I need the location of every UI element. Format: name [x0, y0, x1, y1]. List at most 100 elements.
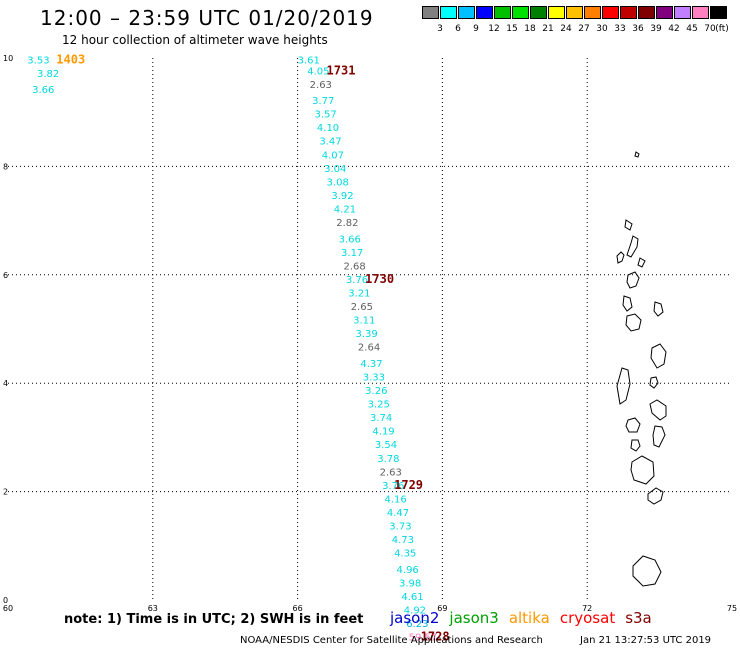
colorbar-label: 33: [614, 24, 626, 34]
colorbar-swatch: [584, 6, 601, 19]
wave-height-value: 3.76: [346, 275, 368, 286]
units-note: note: 1) Time is in UTC; 2) SWH is in fe…: [64, 612, 364, 627]
colorbar-label: 12: [488, 24, 500, 34]
island-outline: [630, 439, 641, 452]
wave-height-value: 4.92: [404, 606, 426, 617]
wave-height-value: 3.25: [368, 400, 390, 411]
pass-time-labels: 1403 1731 1730 1729 1728: [56, 52, 449, 643]
island-outline: [634, 151, 640, 158]
latitude-tick-label: 8: [3, 162, 8, 171]
wave-height-value: 6.23: [406, 619, 428, 630]
island-outline: [616, 367, 631, 405]
latitude-tick-label: 4: [3, 379, 8, 388]
colorbar-label: 9: [473, 24, 479, 34]
wave-height-value: 3.53: [27, 55, 49, 66]
colorbar-label: 42: [668, 24, 680, 34]
island-outline: [652, 425, 666, 448]
wave-height-value: 4.16: [384, 494, 406, 505]
colorbar-swatch: [458, 6, 475, 19]
wave-height-value: 3.54: [375, 440, 397, 451]
colorbar-label: 15: [506, 24, 518, 34]
legend-entry-jason3: jason3: [449, 609, 499, 627]
wave-height-value: 4.05: [307, 66, 329, 77]
pass-time-label: 1729: [394, 478, 423, 492]
colorbar-label: 3: [437, 24, 443, 34]
wave-height-value: 2.68: [343, 261, 365, 272]
latitude-tick-label: 0: [3, 596, 8, 605]
wave-height-value: 3.17: [341, 248, 363, 259]
wave-height-value: 4.96: [397, 565, 419, 576]
wave-height-value: 3.73: [389, 522, 411, 533]
latitude-tick-label: 2: [3, 488, 8, 497]
colorbar-label: 21: [542, 24, 554, 34]
wave-height-value: 3.76: [382, 481, 404, 492]
colorbar-swatch: [566, 6, 583, 19]
island-outline: [649, 376, 659, 389]
wave-height-value: 3.33: [363, 372, 385, 383]
colorbar-swatch: [692, 6, 709, 19]
wave-height-value: 2.63: [310, 80, 332, 91]
wave-height-value: 4.61: [401, 592, 423, 603]
longitude-tick-label: 60: [3, 604, 13, 613]
longitude-tick-label: 72: [582, 604, 592, 613]
wave-height-value: 2.63: [380, 467, 402, 478]
map-title: 12:00 – 23:59 UTC 01/20/2019: [40, 6, 374, 30]
wave-height-value: 3.61: [298, 55, 320, 66]
wave-height-value: 3.82: [37, 69, 59, 80]
island-outline: [626, 235, 639, 258]
wave-height-value: 3.74: [370, 413, 392, 424]
island-outlines: [616, 151, 667, 587]
pass-time-label: 1730: [365, 272, 394, 286]
colorbar-swatch: [512, 6, 529, 19]
legend-entry-s3a: s3a: [625, 609, 652, 627]
wave-height-value: 3.66: [339, 234, 361, 245]
colorbar-swatch: [422, 6, 439, 19]
wave-height-value: 59.57: [409, 633, 438, 644]
wave-height-value: 2.65: [351, 302, 373, 313]
wave-height-value: 3.26: [365, 386, 387, 397]
wave-height-value: 4.07: [322, 150, 344, 161]
colorbar-label: 27: [578, 24, 590, 34]
wave-height-value: 4.10: [317, 123, 339, 134]
wave-height-value: 4.47: [387, 508, 409, 519]
wave-height-value: 3.47: [319, 137, 341, 148]
island-outline: [630, 455, 655, 485]
wave-height-value: 3.77: [312, 96, 334, 107]
wave-height-value: 2.82: [336, 218, 358, 229]
colorbar-swatch: [638, 6, 655, 19]
island-outline: [624, 219, 633, 231]
colorbar-swatch: [710, 6, 727, 19]
footer-timestamp: Jan 21 13:27:53 UTC 2019: [580, 635, 712, 646]
legend-entry-cryosat: cryosat: [559, 609, 616, 627]
island-outline: [626, 271, 640, 289]
longitude-tick-label: 66: [293, 604, 303, 613]
wave-height-value: 3.66: [32, 85, 54, 96]
latitude-tick-label: 10: [3, 54, 13, 63]
footer-credit: NOAA/NESDIS Center for Satellite Applica…: [240, 635, 543, 646]
latitude-tick-label: 6: [3, 271, 8, 280]
colorbar-swatch: [620, 6, 637, 19]
wave-height-value: 4.73: [392, 535, 414, 546]
longitude-tick-label: 75: [727, 604, 737, 613]
colorbar-label: 36: [632, 24, 644, 34]
map-grid: [8, 58, 732, 600]
colorbar-swatch: [602, 6, 619, 19]
wave-height-value: 3.39: [356, 329, 378, 340]
colorbar-label: 24: [560, 24, 572, 34]
colorbar-label: 70: [704, 24, 716, 34]
map-subtitle: 12 hour collection of altimeter wave hei…: [62, 33, 328, 47]
island-outline: [650, 343, 667, 369]
longitude-tick-label: 69: [437, 604, 447, 613]
colorbar-label: 45: [686, 24, 698, 34]
pass-time-label: 1728: [421, 630, 450, 644]
island-outline: [637, 257, 646, 268]
wave-height-value: 3.78: [377, 454, 399, 465]
colorbar-swatch: [494, 6, 511, 19]
wave-height-value: 4.19: [372, 427, 394, 438]
wave-height-value: 3.57: [314, 110, 336, 121]
pass-time-label: 1731: [327, 63, 356, 77]
colorbar-label: 18: [524, 24, 536, 34]
colorbar-swatch: [674, 6, 691, 19]
wave-height-value: 3.98: [399, 578, 421, 589]
